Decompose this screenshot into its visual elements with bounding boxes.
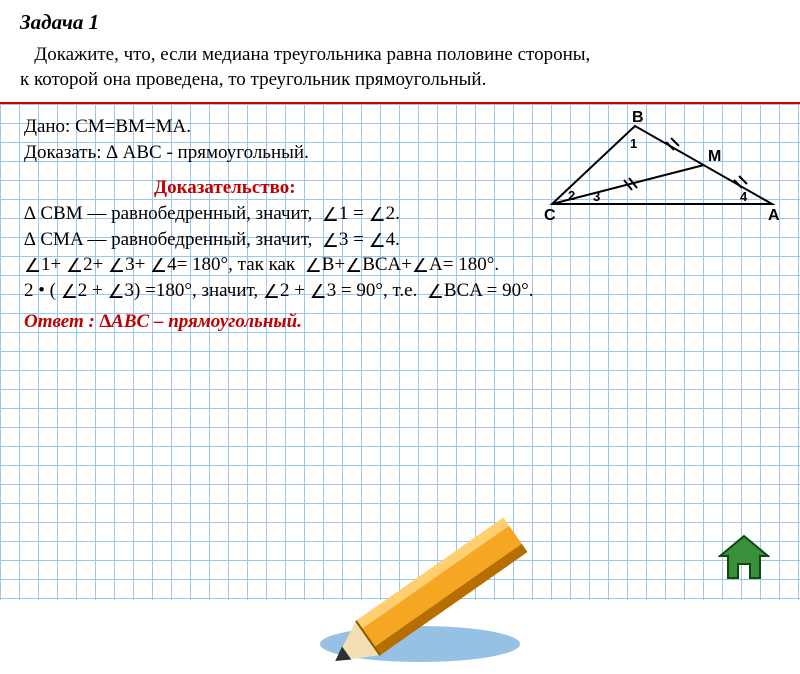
p4b: 2 + [78, 280, 108, 301]
p3a: 1+ [41, 254, 66, 275]
problem-title: Задача 1 [20, 10, 780, 35]
angle-icon: ∠ [345, 254, 362, 280]
problem-line-2: к которой она проведена, то треугольник … [20, 68, 790, 93]
angle-icon: ∠ [369, 229, 386, 255]
p2c: 4. [386, 229, 400, 250]
angle-icon: ∠ [427, 280, 444, 306]
angle-icon: ∠ [150, 254, 167, 280]
proof-line-2: ∆ CMA — равнобедренный, значит, ∠3 = ∠4. [24, 227, 786, 253]
angle-icon: ∠ [108, 280, 125, 306]
angle-icon: ∠ [322, 203, 339, 229]
triangle-figure: B M C A 1 2 3 4 [540, 108, 784, 226]
angle-icon: ∠ [310, 280, 327, 306]
fig-angle-2: 2 [568, 188, 575, 203]
angle-icon: ∠ [24, 254, 41, 280]
fig-label-B: B [632, 109, 644, 126]
fig-label-A: A [768, 207, 780, 224]
p1a: ∆ CBM — равнобедренный, значит, [24, 203, 322, 224]
triangle-symbol: ∆ [106, 142, 118, 163]
fig-angle-4: 4 [740, 189, 748, 204]
p3f: BCA+ [362, 254, 412, 275]
p1b: 1 = [339, 203, 369, 224]
fig-label-M: M [708, 148, 721, 165]
p2a: ∆ CMA — равнобедренный, значит, [24, 229, 322, 250]
fig-label-C: C [544, 207, 556, 224]
grid-panel: Дано: СМ=ВМ=МА. Доказать: ∆ ABC - прямоу… [0, 102, 800, 600]
home-icon[interactable] [718, 534, 770, 582]
fig-angle-3: 3 [593, 189, 600, 204]
problem-line-1: Докажите, что, если медиана треугольника… [20, 43, 790, 68]
answer-line: Ответ : ∆ABC – прямоугольный. [24, 309, 786, 335]
problem-statement: Докажите, что, если медиана треугольника… [0, 41, 800, 96]
header: Задача 1 [0, 0, 800, 41]
angle-icon: ∠ [108, 254, 125, 280]
p4d: 2 + [280, 280, 310, 301]
p3b: 2+ [83, 254, 108, 275]
given-2b: ABC - прямоугольный. [118, 142, 309, 163]
fig-angle-1: 1 [630, 136, 637, 151]
angle-icon: ∠ [263, 280, 280, 306]
given-2a: Доказать: [24, 142, 106, 163]
proof-line-4: 2 • ( ∠2 + ∠3) =180°, значит, ∠2 + ∠3 = … [24, 278, 786, 304]
angle-icon: ∠ [322, 229, 339, 255]
p3d: 4= 180°, так как [167, 254, 305, 275]
angle-icon: ∠ [61, 280, 78, 306]
angle-icon: ∠ [305, 254, 322, 280]
p3c: 3+ [125, 254, 150, 275]
p2b: 3 = [339, 229, 369, 250]
p3g: A= 180°. [429, 254, 499, 275]
p3e: B+ [322, 254, 345, 275]
p1c: 2. [386, 203, 400, 224]
p4c: 3) =180°, значит, [125, 280, 263, 301]
p4f: BCA = 90°. [444, 280, 534, 301]
angle-icon: ∠ [66, 254, 83, 280]
angle-icon: ∠ [369, 203, 386, 229]
p4a: 2 • ( [24, 280, 61, 301]
proof-line-3: ∠1+ ∠2+ ∠3+ ∠4= 180°, так как ∠B+∠BCA+∠A… [24, 252, 786, 278]
angle-icon: ∠ [412, 254, 429, 280]
p4e: 3 = 90°, т.е. [327, 280, 427, 301]
